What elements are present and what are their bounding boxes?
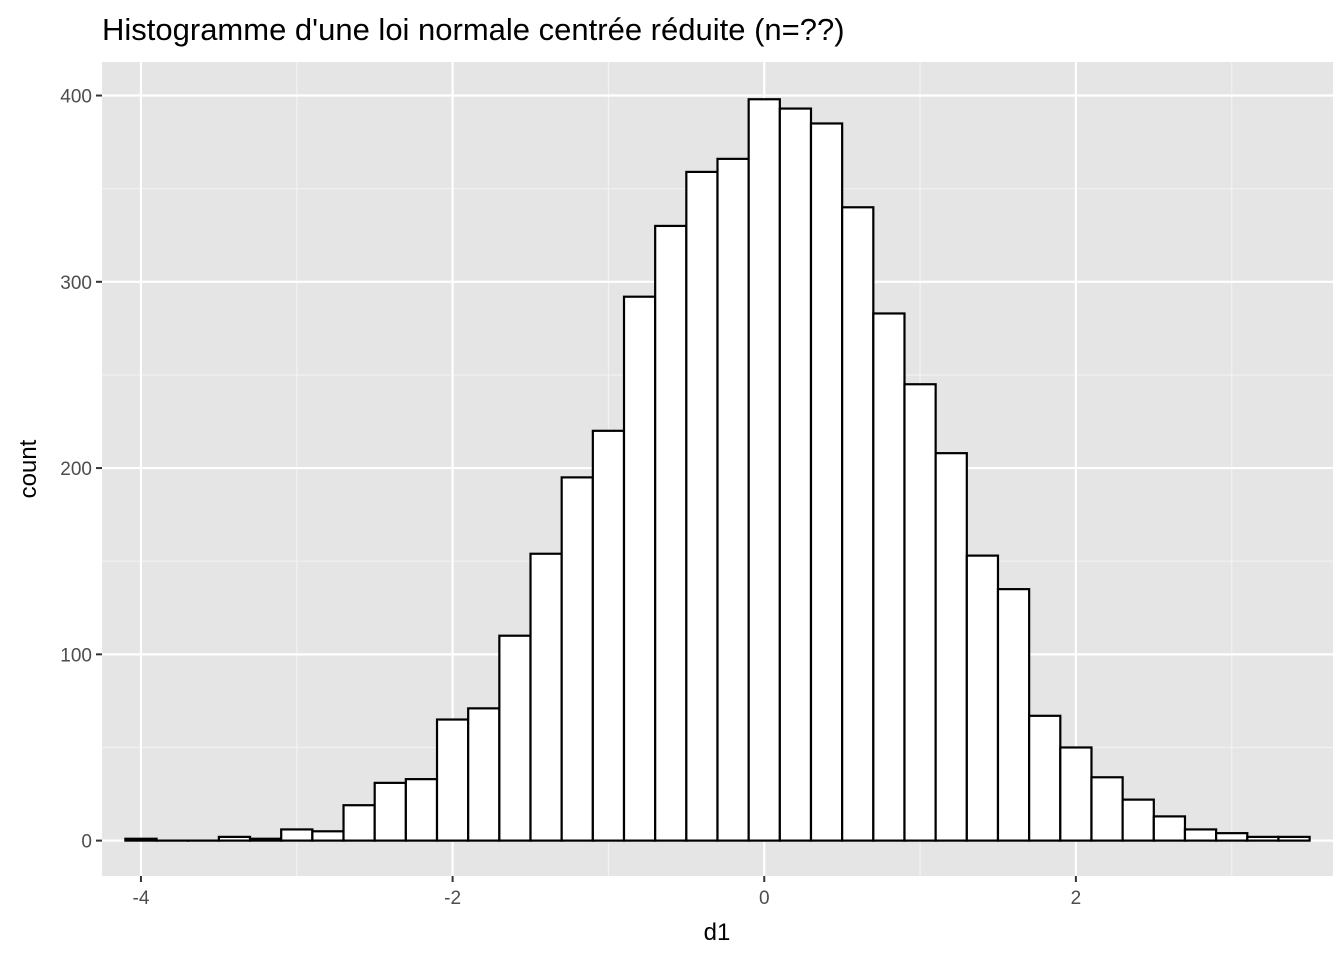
histogram-bar	[996, 588, 1031, 842]
x-axis: -4 -2 0 2	[133, 876, 1082, 909]
histogram-bar	[373, 781, 407, 842]
histogram-bar	[1059, 746, 1093, 842]
x-tick-label: 0	[759, 888, 770, 909]
y-axis-title: count	[15, 439, 42, 498]
histogram-bar	[467, 707, 501, 842]
histogram-bar	[1277, 835, 1311, 842]
histogram-bar	[311, 830, 345, 842]
y-tick-label: 200	[60, 459, 92, 480]
histogram-bar	[1152, 815, 1187, 842]
histogram-bar	[280, 828, 314, 842]
histogram-bar	[404, 778, 439, 842]
histogram-bar	[342, 804, 376, 842]
histogram-bar	[248, 837, 283, 842]
histogram-bar	[529, 552, 563, 842]
histogram-bar	[1246, 835, 1280, 842]
histogram-bar	[872, 312, 906, 842]
x-tick-label: -2	[444, 888, 461, 909]
histogram-bar	[809, 122, 844, 842]
histogram-bar	[654, 224, 688, 842]
histogram-bar	[903, 383, 937, 842]
histogram-bars	[124, 98, 1311, 842]
y-tick-label: 0	[81, 832, 92, 853]
x-tick-label: -4	[133, 888, 150, 909]
histogram-bar	[1090, 776, 1124, 842]
y-tick-label: 400	[60, 87, 92, 108]
histogram-bar	[591, 429, 626, 842]
histogram-bar	[841, 206, 875, 842]
histogram-bar	[435, 718, 470, 842]
histogram-bar	[747, 98, 781, 842]
histogram-bar	[498, 634, 532, 842]
y-tick-label: 100	[60, 645, 92, 666]
histogram-bar	[1028, 714, 1062, 842]
histogram-bar	[716, 157, 750, 842]
x-tick-label: 2	[1071, 888, 1082, 909]
histogram-bar	[622, 295, 657, 842]
histogram-bar	[1121, 798, 1155, 842]
histogram-bar	[934, 452, 968, 842]
histogram-bar	[685, 170, 719, 842]
histogram-bar	[560, 476, 594, 842]
histogram-bar	[217, 835, 252, 842]
y-tick-label: 300	[60, 273, 92, 294]
histogram-bar	[778, 107, 813, 842]
y-axis: 0 100 200 300 400	[60, 87, 102, 853]
histogram-bar	[965, 554, 1000, 842]
histogram-bar	[1183, 828, 1218, 842]
chart-title: Histogramme d'une loi normale centrée ré…	[102, 12, 845, 47]
histogram-bar	[124, 837, 158, 842]
histogram-bar	[1215, 832, 1249, 842]
x-axis-title: d1	[704, 919, 731, 946]
